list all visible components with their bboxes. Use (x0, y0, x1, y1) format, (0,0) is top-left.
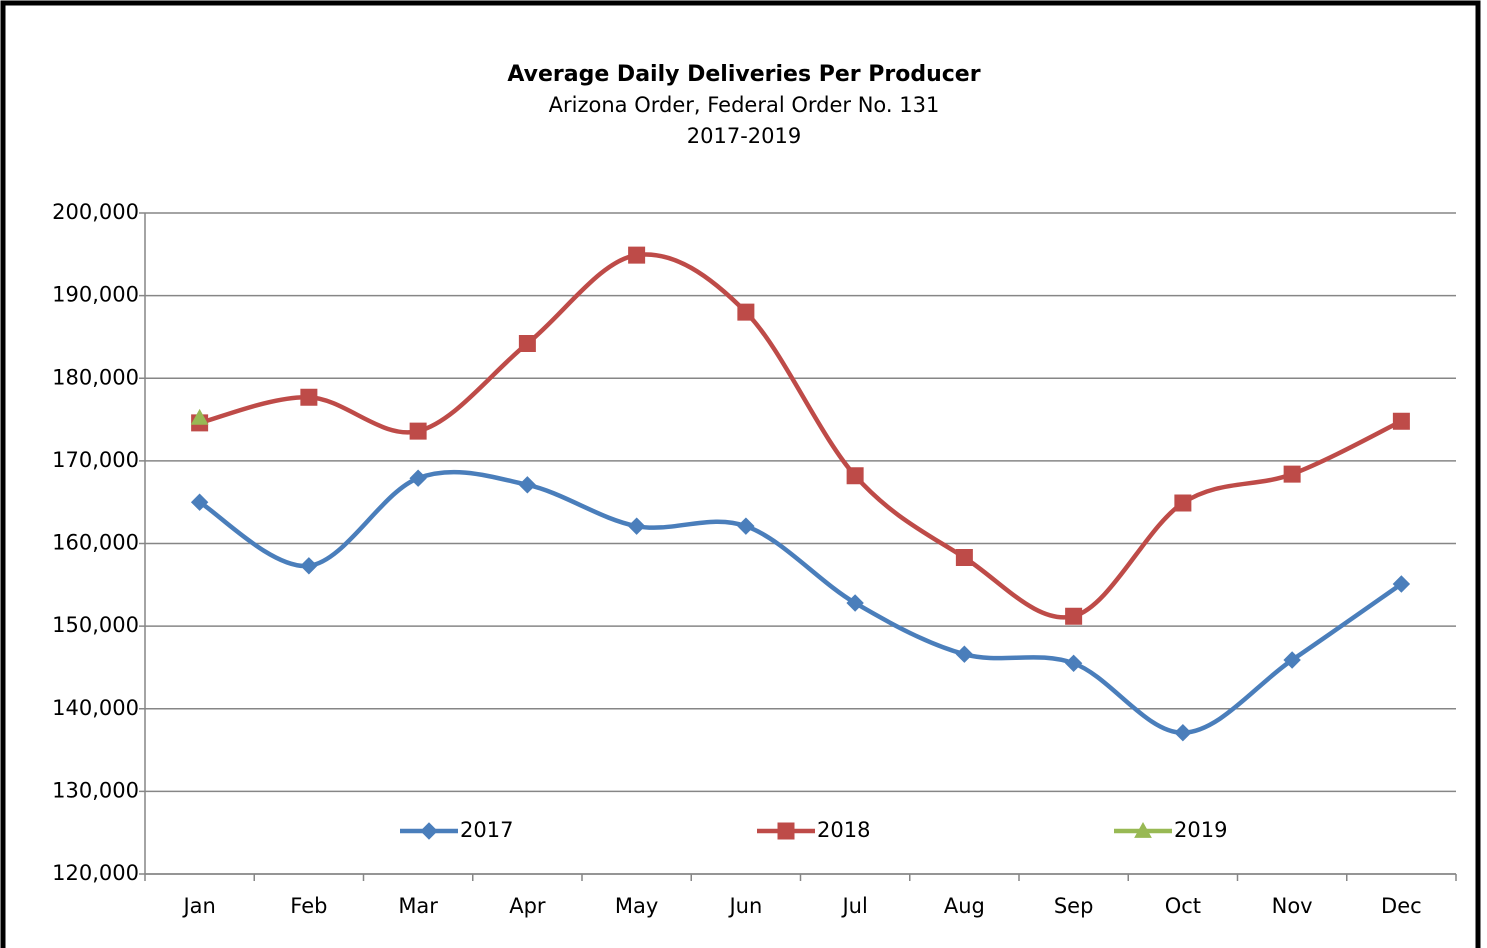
legend-label: 2019 (1174, 818, 1227, 842)
x-tick-label: Apr (509, 894, 546, 918)
x-tick-label: Aug (944, 894, 985, 918)
marker (300, 557, 318, 575)
x-tick-label: Jun (727, 894, 762, 918)
y-tick-label: 120,000 (52, 861, 139, 885)
marker (737, 517, 755, 535)
marker (628, 246, 646, 264)
y-tick-label: 160,000 (52, 531, 139, 555)
marker (846, 467, 864, 485)
y-tick-label: 190,000 (52, 283, 139, 307)
x-tick-label: Oct (1165, 894, 1201, 918)
chart-subtitle: Arizona Order, Federal Order No. 131 (549, 93, 940, 117)
x-tick-label: Feb (290, 894, 327, 918)
marker (1065, 607, 1083, 625)
marker (190, 493, 209, 511)
marker (409, 422, 427, 440)
marker (409, 469, 427, 487)
marker (737, 303, 755, 321)
marker (955, 645, 974, 663)
marker (1174, 494, 1192, 512)
legend-marker (777, 822, 795, 840)
marker (1283, 651, 1301, 669)
chart-title: Average Daily Deliveries Per Producer (507, 62, 980, 87)
marker (627, 517, 646, 535)
x-tick-label: May (615, 894, 658, 918)
legend-label: 2018 (817, 818, 870, 842)
legend-marker (1134, 821, 1152, 838)
marker (300, 388, 318, 406)
x-tick-label: Jan (181, 894, 215, 918)
marker (1392, 575, 1411, 593)
marker (1064, 654, 1083, 673)
marker (190, 408, 209, 425)
marker (518, 335, 536, 353)
legend-marker (420, 822, 438, 840)
y-tick-label: 130,000 (52, 778, 139, 802)
marker (1174, 724, 1192, 742)
y-tick-label: 180,000 (52, 365, 139, 389)
legend-label: 2017 (460, 818, 513, 842)
marker (1283, 465, 1301, 483)
y-tick-label: 140,000 (52, 696, 139, 720)
x-tick-label: Sep (1054, 894, 1094, 918)
marker (955, 549, 973, 567)
x-tick-label: Nov (1272, 894, 1313, 918)
y-tick-label: 170,000 (52, 448, 139, 472)
marker (846, 594, 864, 612)
series-line (198, 469, 1403, 735)
chart-subtitle: 2017-2019 (687, 124, 801, 148)
marker (1392, 412, 1410, 430)
marker (518, 476, 537, 494)
x-tick-label: Jul (840, 894, 867, 918)
x-tick-label: Mar (398, 894, 438, 918)
y-tick-label: 200,000 (52, 200, 139, 224)
y-tick-label: 150,000 (52, 613, 139, 637)
x-tick-label: Dec (1381, 894, 1422, 918)
